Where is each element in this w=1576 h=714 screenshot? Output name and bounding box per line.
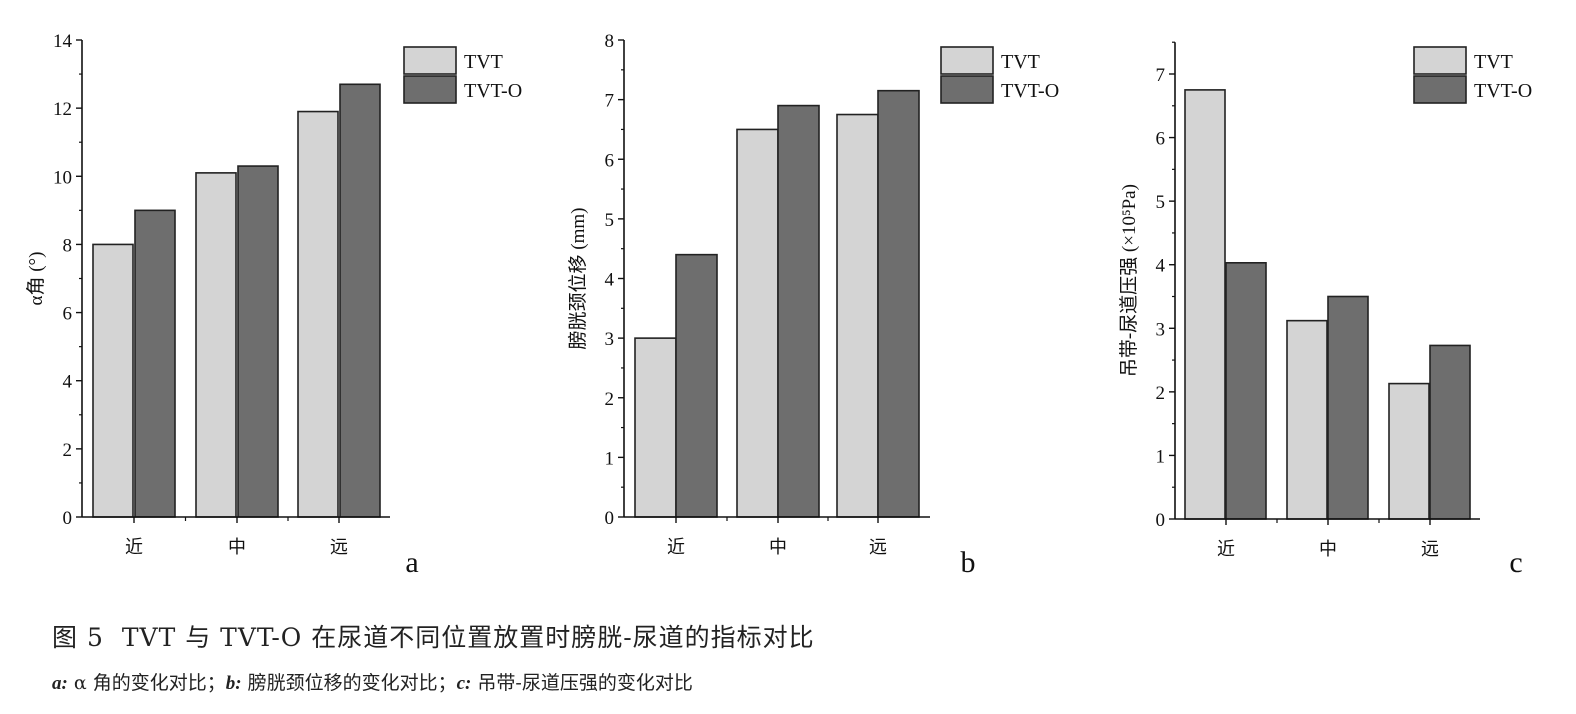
bar-tvt-o-1 [134, 209, 176, 518]
y-tick-label: 3 [1156, 319, 1166, 340]
bar-tvt-2 [195, 172, 237, 518]
figure-number: 图 5 [52, 623, 104, 652]
bar-tvt-o-3 [1429, 344, 1471, 520]
x-tick-label: 近 [1217, 539, 1235, 559]
bar-tvt-3 [836, 113, 879, 518]
subcaption-a-text: α 角的变化对比； [67, 672, 226, 694]
x-tick-label: 中 [769, 537, 787, 557]
legend-swatch-tvt-o [1413, 75, 1467, 104]
bar-tvt-3 [1388, 382, 1430, 520]
bar-tvt-o-1 [675, 253, 718, 518]
y-tick-label: 5 [1156, 192, 1166, 213]
bar-tvt-o-3 [339, 83, 381, 518]
y-tick-label: 0 [1156, 510, 1166, 531]
subcaption-b-key: b: [225, 673, 242, 694]
y-tick-label: 7 [1156, 65, 1166, 86]
legend-swatch-tvt-o [940, 75, 994, 104]
y-tick-label: 6 [605, 150, 615, 171]
y-tick-label: 2 [63, 440, 73, 461]
y-tick-label: 6 [63, 304, 73, 325]
y-tick-label: 1 [605, 448, 615, 469]
bar-tvt-3 [297, 110, 339, 518]
bar-tvt-o-3 [877, 89, 920, 518]
y-tick-label: 12 [53, 99, 72, 120]
y-tick-label: 0 [63, 508, 73, 529]
legend-label-tvt: TVT [1001, 51, 1040, 73]
bar-tvt-1 [92, 243, 134, 518]
subcaption-c-key: c: [456, 673, 472, 694]
y-axis-label: 膀胱颈位移 (mm) [567, 208, 589, 350]
y-tick-label: 10 [53, 167, 72, 188]
x-tick-label: 远 [869, 537, 887, 557]
x-tick-label: 远 [330, 537, 348, 557]
legend: TVT TVT-O [403, 46, 522, 104]
legend: TVT TVT-O [1413, 46, 1532, 104]
legend-swatch-tvt [403, 46, 457, 75]
figure-caption: 图 5 TVT 与 TVT-O 在尿道不同位置放置时膀胱-尿道的指标对比 [52, 618, 815, 654]
bar-tvt-o-1 [1225, 262, 1267, 520]
bar-tvt-1 [1184, 89, 1226, 520]
x-tick-label: 中 [1319, 539, 1337, 559]
x-tick-label: 近 [125, 537, 143, 557]
bar-tvt-2 [736, 128, 779, 518]
y-tick-label: 4 [605, 270, 615, 291]
y-tick-label: 7 [605, 91, 615, 112]
y-tick-label: 4 [1156, 256, 1166, 277]
x-tick-label: 中 [228, 537, 246, 557]
legend-label-tvt-o: TVT-O [1474, 80, 1532, 102]
bar-tvt-o-2 [1327, 295, 1369, 520]
y-tick-label: 8 [63, 235, 73, 256]
y-axis-label: 吊带-尿道压强 (×10⁵Pa) [1118, 184, 1140, 377]
legend-swatch-tvt [940, 46, 994, 75]
legend-label-tvt: TVT [464, 51, 503, 73]
chart-panel-a: 0 2 4 6 8 10 12 14 近 中 远 α角 (°) TVT TVT-O a [25, 31, 522, 579]
panel-label: c [1509, 546, 1522, 579]
legend-swatch-tvt [1413, 46, 1467, 75]
legend-label-tvt: TVT [1474, 51, 1513, 73]
y-tick-label: 1 [1156, 446, 1166, 467]
y-tick-label: 3 [605, 329, 615, 350]
figure-subcaption: a: α 角的变化对比；b: 膀胱颈位移的变化对比；c: 吊带-尿道压强的变化对… [52, 668, 693, 695]
y-tick-label: 4 [63, 372, 73, 393]
chart-panel-c: 0 1 2 3 4 5 6 7 近 中 远 吊带-尿道压强 (×10⁵Pa) TVT TVT-O c [1118, 41, 1532, 579]
y-axis-label: α角 (°) [25, 252, 47, 306]
bar-tvt-o-2 [237, 165, 279, 518]
legend: TVT TVT-O [940, 46, 1059, 104]
figure-title: TVT 与 TVT-O 在尿道不同位置放置时膀胱-尿道的指标对比 [121, 623, 815, 652]
y-tick-label: 0 [605, 508, 615, 529]
y-tick-label: 6 [1156, 129, 1166, 150]
subcaption-a-key: a: [52, 673, 68, 694]
figure-panels: 02468101214近中远α角 (°)TVTTVT-Oa012345678近中… [25, 31, 1532, 579]
legend-label-tvt-o: TVT-O [464, 80, 522, 102]
y-tick-label: 8 [605, 31, 615, 52]
bar-tvt-2 [1286, 319, 1328, 520]
y-tick-label: 2 [605, 389, 615, 410]
panel-label: b [961, 546, 976, 579]
legend-label-tvt-o: TVT-O [1001, 80, 1059, 102]
panel-label: a [405, 546, 418, 579]
bar-tvt-1 [634, 337, 677, 518]
subcaption-c-text: 吊带-尿道压强的变化对比 [471, 672, 693, 694]
chart-panel-b: 0 1 2 3 4 5 6 7 8 近 中 远 膀胱颈位移 (mm) TVT TVT-O b [567, 31, 1059, 579]
y-tick-label: 2 [1156, 383, 1166, 404]
y-tick-label: 5 [605, 210, 615, 231]
x-tick-label: 近 [667, 537, 685, 557]
x-tick-label: 远 [1421, 539, 1439, 559]
legend-swatch-tvt-o [403, 75, 457, 104]
bar-tvt-o-2 [777, 104, 820, 518]
y-tick-label: 14 [53, 31, 73, 52]
subcaption-b-text: 膀胱颈位移的变化对比； [241, 672, 457, 694]
